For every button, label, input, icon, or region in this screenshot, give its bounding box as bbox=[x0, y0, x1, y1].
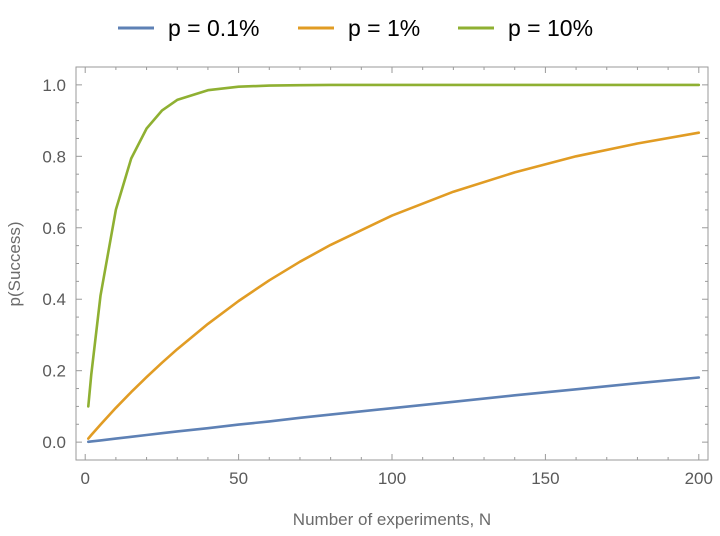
legend-entry-label: p = 1% bbox=[348, 15, 420, 41]
y-tick-label: 0.8 bbox=[42, 147, 66, 166]
series-layer bbox=[87, 83, 701, 444]
y-tick-label: 1.0 bbox=[42, 76, 66, 95]
x-tick-label: 50 bbox=[229, 469, 248, 488]
legend-entry-label: p = 10% bbox=[508, 15, 593, 41]
plot-frame bbox=[75, 66, 709, 461]
x-tick-label: 150 bbox=[531, 469, 559, 488]
x-tick-label: 200 bbox=[685, 469, 713, 488]
legend: p = 0.1% p = 1% p = 10% bbox=[118, 15, 593, 41]
axis-ticks: 0 50 100 150 200 0.0 0.2 0.4 0.6 0.8 1.0 bbox=[42, 67, 713, 488]
x-tick-label: 0 bbox=[80, 469, 89, 488]
y-tick-label: 0.4 bbox=[42, 290, 66, 309]
series-line-1 bbox=[87, 376, 701, 444]
series-line-3 bbox=[87, 83, 701, 408]
y-axis-label: p(Success) bbox=[5, 221, 24, 306]
legend-entry-label: p = 0.1% bbox=[168, 15, 259, 41]
x-tick-label: 100 bbox=[378, 469, 406, 488]
y-tick-label: 0.6 bbox=[42, 219, 66, 238]
y-tick-label: 0.2 bbox=[42, 362, 66, 381]
y-tick-label: 0.0 bbox=[42, 433, 66, 452]
series-line-2 bbox=[87, 131, 701, 440]
x-axis-label: Number of experiments, N bbox=[293, 510, 491, 529]
